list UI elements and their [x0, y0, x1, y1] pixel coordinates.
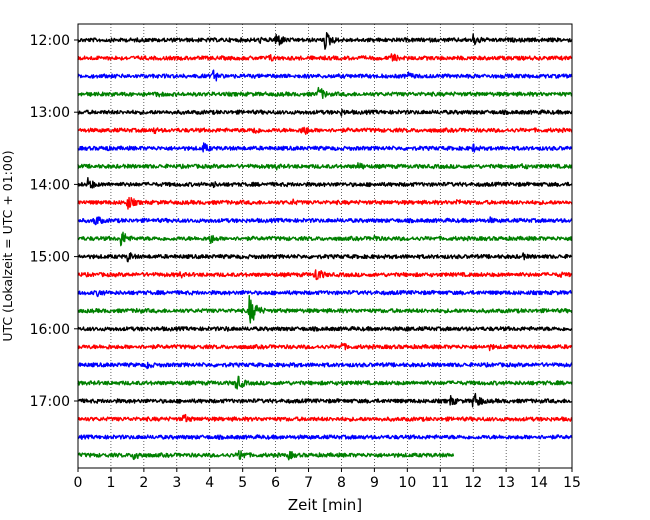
trace-1200 — [77, 32, 573, 50]
x-tick-label-12: 12 — [464, 475, 482, 491]
x-tick-label-7: 7 — [304, 475, 313, 491]
x-tick-label-10: 10 — [398, 475, 416, 491]
trace-1215 — [77, 53, 573, 62]
x-tick-label-13: 13 — [497, 475, 515, 491]
x-tick-label-9: 9 — [370, 475, 379, 491]
trace-1300 — [77, 108, 573, 117]
trace-1245 — [77, 86, 573, 100]
trace-1645 — [77, 375, 573, 390]
x-axis-title: Zeit [min] — [288, 496, 362, 514]
x-tick-label-2: 2 — [139, 475, 148, 491]
x-tick-label-8: 8 — [337, 475, 346, 491]
x-tick-label-11: 11 — [431, 475, 449, 491]
trace-1430 — [77, 216, 573, 226]
x-tick-label-14: 14 — [530, 475, 548, 491]
y-axis-ticks: 12:00 13:00 14:00 15:00 16:00 17:00 — [30, 33, 78, 410]
trace-1345 — [77, 162, 573, 171]
x-tick-label-1: 1 — [106, 475, 115, 491]
y-tick-label-1700: 17:00 — [30, 394, 70, 410]
trace-1630 — [77, 361, 573, 370]
y-tick-label-1600: 16:00 — [30, 322, 70, 338]
trace-1415 — [77, 196, 573, 210]
x-tick-label-15: 15 — [563, 475, 581, 491]
trace-1700 — [77, 392, 573, 408]
trace-1445 — [77, 231, 573, 247]
trace-1730 — [77, 434, 573, 440]
trace-1615 — [77, 342, 573, 352]
trace-1400 — [77, 176, 573, 189]
y-tick-label-1500: 15:00 — [30, 250, 70, 266]
trace-1545 — [77, 294, 573, 324]
x-tick-label-0: 0 — [74, 475, 83, 491]
x-tick-label-3: 3 — [172, 475, 181, 491]
trace-1515 — [77, 269, 573, 281]
x-tick-label-6: 6 — [271, 475, 280, 491]
y-tick-label-1300: 13:00 — [30, 105, 70, 121]
seismogram-traces — [77, 32, 573, 461]
y-tick-label-1200: 12:00 — [30, 33, 70, 49]
trace-1230 — [77, 69, 573, 82]
x-tick-label-4: 4 — [205, 475, 214, 491]
trace-1715 — [77, 413, 573, 423]
trace-1745 — [77, 450, 455, 461]
y-axis-title: UTC (Lokalzeit = UTC + 01:00) — [0, 150, 15, 341]
trace-1315 — [77, 126, 573, 135]
trace-1330 — [77, 142, 573, 153]
trace-1530 — [77, 289, 573, 298]
x-tick-label-5: 5 — [238, 475, 247, 491]
trace-1500 — [77, 252, 573, 263]
grid-lines — [110, 24, 540, 468]
plot-frame — [77, 23, 573, 469]
trace-1600 — [77, 325, 573, 332]
x-axis-ticks: 0 1 2 3 4 5 6 7 8 9 10 11 12 13 14 15 — [74, 468, 581, 491]
y-tick-label-1400: 14:00 — [30, 177, 70, 193]
